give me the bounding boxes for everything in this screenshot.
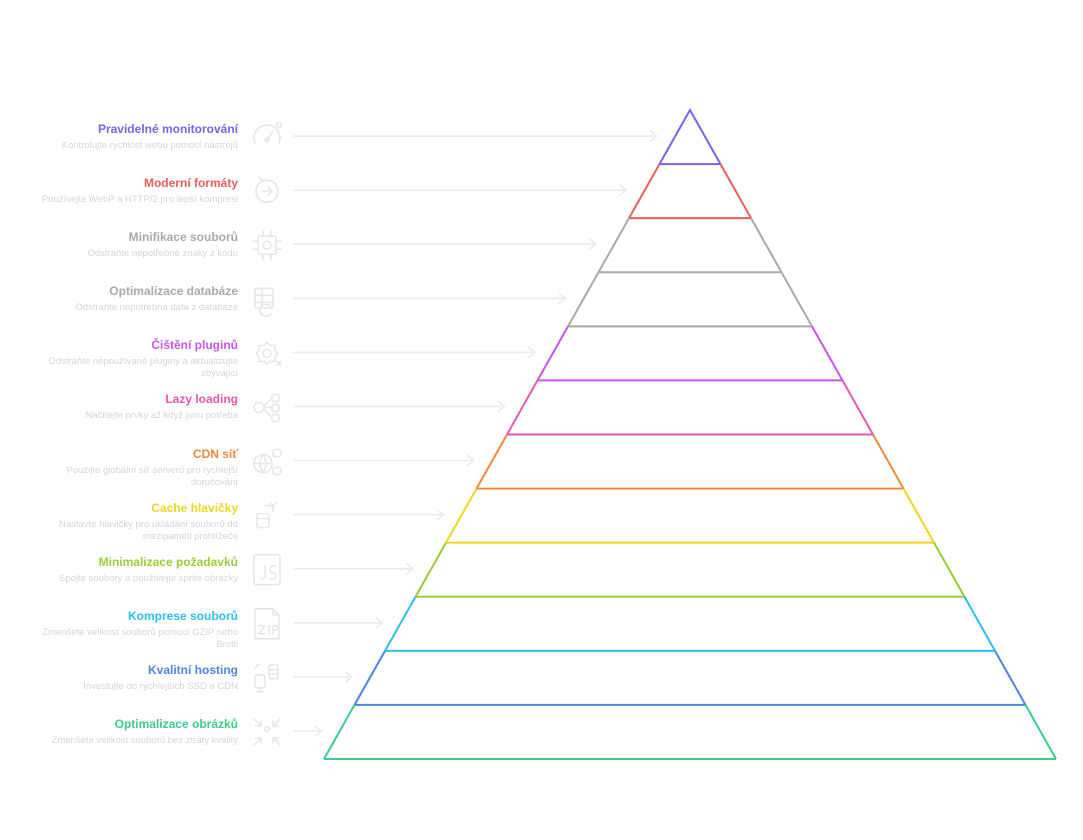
pointer-arrow-3 xyxy=(293,238,597,251)
level-title: Čištění pluginů xyxy=(151,338,238,353)
pyramid-tier-10 xyxy=(384,596,996,652)
pyramid-tier-12 xyxy=(323,704,1057,760)
pyramid-tier-1 xyxy=(658,107,722,165)
pyramid-tier-9 xyxy=(414,542,966,598)
level-label-3: Minifikace souborů Odstraňte nepotřebné z… xyxy=(38,230,238,260)
level-label-10: Komprese souborů Zmenšete velikost soubor… xyxy=(38,609,238,651)
level-title: Cache hlavičky xyxy=(151,500,238,515)
pointer-arrow-4 xyxy=(293,292,567,305)
js-file-icon xyxy=(253,553,281,586)
level-title: Optimalizace databáze xyxy=(109,284,238,299)
pointer-arrow-9 xyxy=(293,562,414,575)
level-description: Zmenšete velikost souborů pomocí GZIP ne… xyxy=(42,626,238,650)
image-compress-icon xyxy=(253,718,281,746)
pointer-arrow-5 xyxy=(293,346,536,359)
arrow-circle-icon xyxy=(255,176,279,203)
level-description: Spojte soubory a používejte sprite obráz… xyxy=(58,572,238,584)
pointer-arrow-12 xyxy=(293,725,323,737)
pointer-arrows xyxy=(293,130,658,737)
level-title: Komprese souborů xyxy=(127,608,238,623)
pointer-arrow-11 xyxy=(293,671,353,683)
level-label-6: Lazy loading Načítejte prvky až když jsou… xyxy=(38,392,238,422)
level-title: CDN síť xyxy=(192,446,238,461)
level-title: Optimalizace obrázků xyxy=(114,716,238,731)
level-label-4: Optimalizace databáze Odstraňte nepotřebn… xyxy=(38,284,238,314)
level-description: Investujte do rychlejších SSD a CDN xyxy=(83,680,238,692)
level-label-8: Cache hlavičky Nastavte hlavičky pro uklá… xyxy=(38,501,238,543)
speedometer-icon xyxy=(253,121,283,144)
level-title: Kvalitní hosting xyxy=(148,662,238,677)
pyramid-tier-7 xyxy=(475,434,905,490)
pyramid xyxy=(323,107,1057,760)
level-label-1: Pravidelné monitorování Kontrolujte rychl… xyxy=(38,122,238,152)
level-description: Používejte WebP a HTTP/2 pro lepší kompr… xyxy=(41,194,238,206)
level-description: Odstraňte nepoužívané pluginy a aktualiz… xyxy=(48,356,238,380)
level-label-12: Optimalizace obrázků Zmenšete velikost so… xyxy=(38,717,238,747)
pyramid-tier-5 xyxy=(536,325,844,381)
pointer-arrow-2 xyxy=(293,184,628,196)
server-icon xyxy=(254,663,279,693)
pyramid-tier-11 xyxy=(353,650,1027,706)
pyramid-tier-6 xyxy=(506,379,874,435)
level-description: Zmenšete velikost souborů bez ztráty kva… xyxy=(51,734,238,746)
network-nodes-icon xyxy=(253,393,280,423)
level-title: Moderní formáty xyxy=(143,176,238,191)
level-title: Lazy loading xyxy=(165,392,238,407)
level-title: Pravidelné monitorování xyxy=(97,122,238,137)
level-title: Minifikace souborů xyxy=(128,230,238,245)
pointer-arrow-8 xyxy=(293,508,445,521)
pyramid-tier-2 xyxy=(628,163,752,219)
pointer-arrow-7 xyxy=(293,454,475,467)
level-label-9: Minimalizace požadavků Spojte soubory a p… xyxy=(38,555,238,585)
zip-file-icon xyxy=(254,607,280,640)
pointer-arrow-6 xyxy=(293,400,506,413)
level-label-11: Kvalitní hosting Investujte do rychlejšíc… xyxy=(38,663,238,693)
database-refresh-icon xyxy=(254,287,274,318)
level-description: Odstraňte nepotřebné znaky z kódu xyxy=(87,248,238,260)
compress-frame-icon xyxy=(252,230,282,261)
level-description: Použijte globální síť serverů pro rychle… xyxy=(66,464,238,488)
level-description: Odstraňte nepotřebná data z databáze xyxy=(75,302,238,314)
level-description: Kontrolujte rychlost webu pomocí nástroj… xyxy=(61,140,238,152)
pyramid-tier-8 xyxy=(445,488,935,544)
pointer-arrow-1 xyxy=(293,130,658,142)
pyramid-tier-4 xyxy=(567,271,813,327)
level-icons xyxy=(252,121,283,746)
gear-icon xyxy=(255,341,282,367)
pyramid-tier-3 xyxy=(597,217,783,273)
level-description: Načítejte prvky až když jsou potřeba xyxy=(85,410,238,422)
level-description: Nastavte hlavičky pro ukládání souborů d… xyxy=(58,518,238,542)
level-label-5: Čištění pluginů Odstraňte nepoužívané plu… xyxy=(38,338,238,380)
level-label-2: Moderní formáty Používejte WebP a HTTP/2 … xyxy=(38,176,238,206)
level-label-7: CDN síť Použijte globální síť serverů pro… xyxy=(38,447,238,489)
level-title: Minimalizace požadavků xyxy=(98,554,238,569)
cache-storage-icon xyxy=(256,501,277,529)
pointer-arrow-10 xyxy=(293,616,384,629)
globe-servers-icon xyxy=(253,448,282,476)
